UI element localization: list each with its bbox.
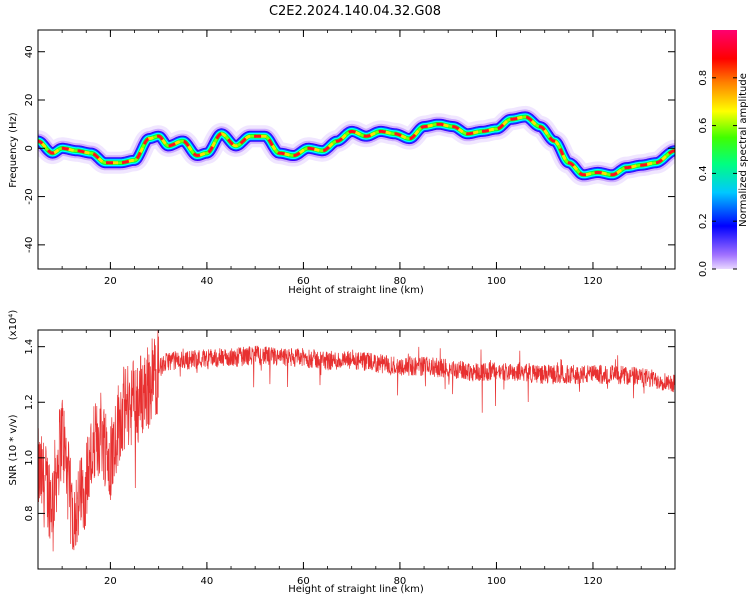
snr-ticks: 20 40 60 80 100 120 0.8 1.0 1.2 1.4 [24,330,675,587]
colorbar-ticks: 0.0 0.2 0.4 0.6 0.8 [698,70,737,277]
spectrogram-xlabel: Height of straight line (km) [288,285,424,296]
x-tick-label: 120 [583,276,602,287]
y-tick-label: 0 [24,145,35,151]
colorbar-tick-label: 0.0 [698,261,709,277]
ridge-core-yellow [38,115,675,177]
ridge-core-red [38,115,675,177]
colorbar-tick-label: 0.8 [698,70,709,86]
colorbar-tick-label: 0.4 [698,165,709,181]
y-tick-label: 40 [24,45,35,58]
colorbar-tick-label: 0.2 [698,213,709,229]
spectrogram-ylabel: Frequency (Hz) [8,112,19,188]
snr-scale-note: (x10⁴) [8,310,19,341]
x-tick-label: 40 [201,576,214,587]
x-tick-label: 60 [297,576,310,587]
spectrogram-panel: 20 40 60 80 100 120 -40 -20 0 20 40 Height of stra… [8,29,676,296]
x-tick-label: 100 [487,276,506,287]
x-tick-label: 80 [394,576,407,587]
x-tick-label: 80 [394,276,407,287]
snr-series-line [38,330,675,552]
x-tick-label: 20 [104,576,117,587]
y-tick-label: 1.4 [24,339,35,355]
y-tick-label: -40 [24,237,35,253]
y-tick-label: 1.0 [24,450,35,466]
colorbar: 0.0 0.2 0.4 0.6 0.8 Normalized spectral ampl… [698,30,749,277]
snr-ylabel: SNR (10 * v/v) [8,414,19,485]
spectrogram-ticks: 20 40 60 80 100 120 -40 -20 0 20 40 [24,30,675,287]
snr-panel: 20 40 60 80 100 120 0.8 1.0 1.2 1.4 Height of str… [8,310,676,595]
y-tick-label: 1.2 [24,394,35,410]
y-tick-label: 20 [24,94,35,107]
x-tick-label: 20 [104,276,117,287]
x-tick-label: 100 [487,576,506,587]
spectrogram-frame [37,29,676,270]
snr-frame [37,329,676,570]
spectral-ridge [38,105,675,186]
x-tick-label: 40 [201,276,214,287]
snr-xlabel: Height of straight line (km) [288,584,424,595]
figure-title: C2E2.2024.140.04.32.G08 [269,4,441,19]
y-tick-label: 0.8 [24,505,35,521]
x-tick-label: 120 [583,576,602,587]
x-tick-label: 60 [297,276,310,287]
y-tick-label: -20 [24,188,35,204]
colorbar-label: Normalized spectral amplitude [738,73,749,227]
colorbar-gradient [712,30,737,269]
colorbar-tick-label: 0.6 [698,118,709,134]
